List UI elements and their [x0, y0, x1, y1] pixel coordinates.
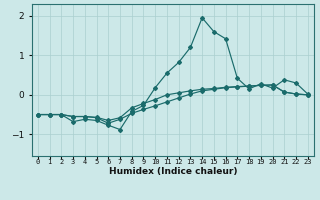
X-axis label: Humidex (Indice chaleur): Humidex (Indice chaleur)	[108, 167, 237, 176]
